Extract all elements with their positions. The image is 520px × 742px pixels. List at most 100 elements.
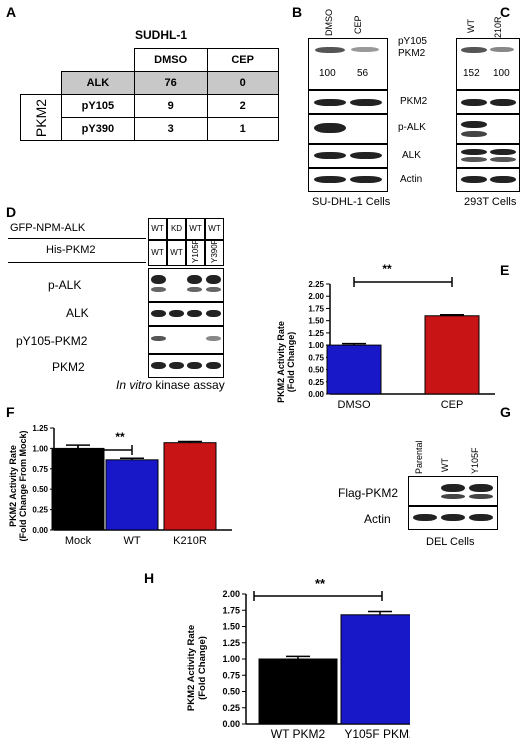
category-label: Y105F PKM2 — [344, 727, 410, 740]
blot-c-py105: 152 100 — [456, 38, 520, 90]
blot-d-py105 — [148, 326, 224, 354]
chart-h-ylabel-2: (Fold Change) — [197, 636, 208, 700]
blot-b-py105: 100 56 — [308, 38, 388, 90]
blot-c-pkm2 — [456, 90, 520, 114]
y-tick-label: 2.00 — [308, 292, 324, 301]
bar-cep — [424, 315, 480, 395]
chart-e-sig: ** — [382, 262, 392, 276]
col-cep: CEP — [206, 48, 279, 72]
lane-wt: WT — [466, 19, 476, 33]
chart-h: PKM2 Activity Rate (Fold Change) ** 0.00… — [186, 576, 410, 740]
panel-h-letter: H — [144, 570, 155, 586]
bar-y105f-pkm2 — [340, 614, 410, 725]
chart-h-ylabel-1: PKM2 Activity Rate — [186, 625, 197, 711]
blot-c-palk — [456, 114, 520, 144]
y-tick-label: 0.00 — [32, 526, 48, 535]
panel-g-letter: G — [500, 404, 511, 420]
bar-dmso — [326, 344, 382, 395]
label-alk: ALK — [402, 150, 421, 161]
q-wt: 152 — [463, 68, 480, 79]
chart-h-sig: ** — [315, 576, 326, 591]
y-tick-label: 1.25 — [222, 638, 240, 648]
blot-b-palk — [308, 114, 388, 144]
chart-f: PKM2 Activity Rate (Fold Change From Moc… — [8, 424, 232, 547]
bar-mock — [51, 447, 105, 531]
row-alk-cep: 0 — [206, 71, 279, 95]
y-tick-label: 0.25 — [32, 506, 48, 515]
d-row1-label: GFP-NPM-ALK — [10, 222, 86, 234]
y-tick-label: 2.00 — [222, 589, 240, 599]
panel-f-letter: F — [6, 404, 15, 420]
chart-e-ylabel-2: (Fold Change) — [286, 332, 296, 393]
panel-c-letter: C — [500, 4, 511, 20]
y-tick-label: 1.00 — [222, 654, 240, 664]
d-row2-label: His-PKM2 — [46, 244, 96, 256]
y-tick-label: 1.75 — [308, 304, 324, 313]
blot-b-pkm2 — [308, 90, 388, 114]
category-label: Mock — [65, 535, 92, 547]
panel-a-letter: A — [6, 4, 17, 20]
q-cep: 56 — [357, 68, 369, 79]
panel-e-letter: E — [500, 262, 510, 278]
d-row2-line — [8, 262, 146, 263]
label-actin: Actin — [400, 174, 423, 185]
y-tick-label: 1.75 — [222, 605, 240, 615]
y-tick-label: 0.00 — [308, 390, 324, 399]
d-row1-line — [8, 238, 146, 239]
category-label: K210R — [173, 535, 207, 547]
lane-dmso: DMSO — [324, 9, 334, 36]
g-lane-y105f: Y105F — [470, 447, 480, 474]
y-tick-label: 0.25 — [308, 378, 324, 387]
chart-f-ylabel-2: (Fold Change From Mock) — [18, 431, 28, 542]
panel-b-caption: SU-DHL-1 Cells — [312, 196, 391, 208]
chart-f-ylabel-1: PKM2 Activity Rate — [8, 445, 18, 527]
y-tick-label: 1.25 — [308, 329, 324, 338]
label-pkm2: PKM2 — [400, 96, 428, 107]
d-label-palk: p-ALK — [48, 278, 82, 292]
row-py105-label: pY105 — [61, 94, 135, 118]
row-py390-cep: 1 — [206, 117, 279, 141]
chart-f-sig: ** — [115, 430, 125, 444]
y-tick-label: 0.00 — [222, 719, 240, 729]
category-label: WT PKM2 — [271, 727, 326, 740]
bar-wt — [105, 459, 159, 531]
y-tick-label: 0.75 — [32, 465, 48, 474]
panel-b-letter: B — [292, 4, 303, 20]
lane-cep: CEP — [353, 15, 363, 34]
category-label: WT — [123, 535, 140, 547]
panel-d-caption: In vitro kinase assay — [116, 378, 225, 392]
y-tick-label: 0.50 — [308, 366, 324, 375]
g-lane-wt: WT — [440, 458, 450, 472]
row-py105-dmso: 9 — [133, 94, 208, 118]
label-palk: p-ALK — [398, 122, 426, 133]
blot-d-pkm2 — [148, 354, 224, 378]
d-label-py105: pY105-PKM2 — [16, 334, 88, 348]
row-alk-dmso: 76 — [133, 71, 208, 95]
row-py390-dmso: 3 — [133, 117, 208, 141]
category-label: DMSO — [338, 399, 371, 411]
y-tick-label: 1.00 — [308, 341, 324, 350]
blot-b-alk — [308, 144, 388, 168]
row-alk-label: ALK — [61, 71, 135, 95]
row-py390-label: pY390 — [61, 117, 135, 141]
pkm2-group-label: PKM2 — [33, 98, 50, 137]
g-lane-parental: Parental — [414, 440, 424, 474]
blot-d-alk — [148, 302, 224, 326]
panel-d-letter: D — [6, 204, 17, 220]
panel-a-title: SUDHL-1 — [135, 28, 188, 42]
y-tick-label: 0.25 — [222, 703, 240, 713]
y-tick-label: 1.50 — [308, 317, 324, 326]
y-tick-label: 1.50 — [222, 622, 240, 632]
y-tick-label: 0.75 — [308, 353, 324, 362]
y-tick-label: 2.25 — [308, 280, 324, 289]
chart-e-ylabel-1: PKM2 Activity Rate — [276, 321, 286, 403]
g-label-actin: Actin — [364, 512, 391, 526]
label-py105-pkm2: pY105 PKM2 — [398, 36, 427, 59]
panel-a-table: DMSO CEP ALK 76 0 PKM2 pY105 9 2 pY390 3… — [19, 48, 279, 141]
row-py105-cep: 2 — [206, 94, 279, 118]
col-dmso: DMSO — [133, 48, 208, 72]
y-tick-label: 1.25 — [32, 424, 48, 433]
d-label-pkm2: PKM2 — [52, 360, 85, 374]
blot-g-actin — [408, 506, 498, 530]
panel-g-caption: DEL Cells — [426, 536, 475, 548]
